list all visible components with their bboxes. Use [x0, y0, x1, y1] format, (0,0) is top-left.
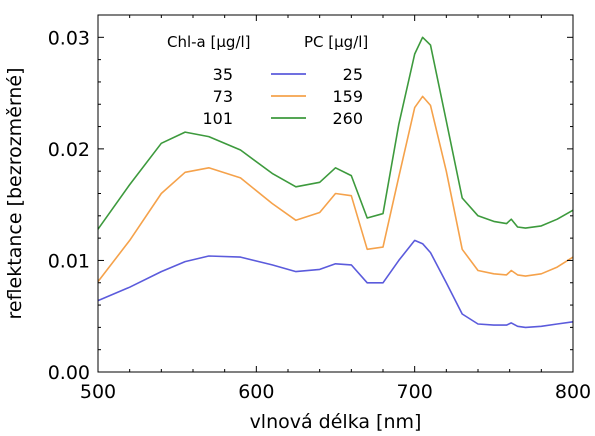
- x-tick-label: 800: [555, 381, 591, 403]
- x-axis-label: vlnová délka [nm]: [250, 411, 422, 433]
- x-tick-label: 600: [238, 381, 274, 403]
- series-line-1: [97, 239, 574, 329]
- y-tick-label: 0.00: [48, 362, 90, 384]
- y-tick-label: 0.01: [48, 250, 90, 272]
- y-tick-label: 0.03: [48, 27, 90, 49]
- series-line-3: [97, 36, 574, 230]
- legend-pc-value: 159: [332, 87, 363, 106]
- series-layer: [97, 36, 574, 329]
- legend-chl-value: 73: [213, 87, 233, 106]
- series-line-2: [97, 95, 574, 283]
- y-tick-label: 0.02: [48, 139, 90, 161]
- y-axis-label: reflektance [bezrozměrné]: [4, 67, 26, 319]
- legend-chl-value: 101: [202, 109, 233, 128]
- legend-header-chl: Chl-a [µg/l]: [167, 33, 251, 51]
- legend: Chl-a [µg/l] PC [µg/l] 35 25 73 159 101 260: [167, 33, 368, 128]
- legend-pc-value: 260: [332, 109, 363, 128]
- x-tick-label: 700: [397, 381, 433, 403]
- legend-header-pc: PC [µg/l]: [304, 33, 368, 51]
- x-tick-label: 500: [80, 381, 116, 403]
- legend-pc-value: 25: [343, 65, 363, 84]
- legend-chl-value: 35: [213, 65, 233, 84]
- axes: 500 600 700 800 0.00 0.01 0.02 0.03: [48, 14, 591, 403]
